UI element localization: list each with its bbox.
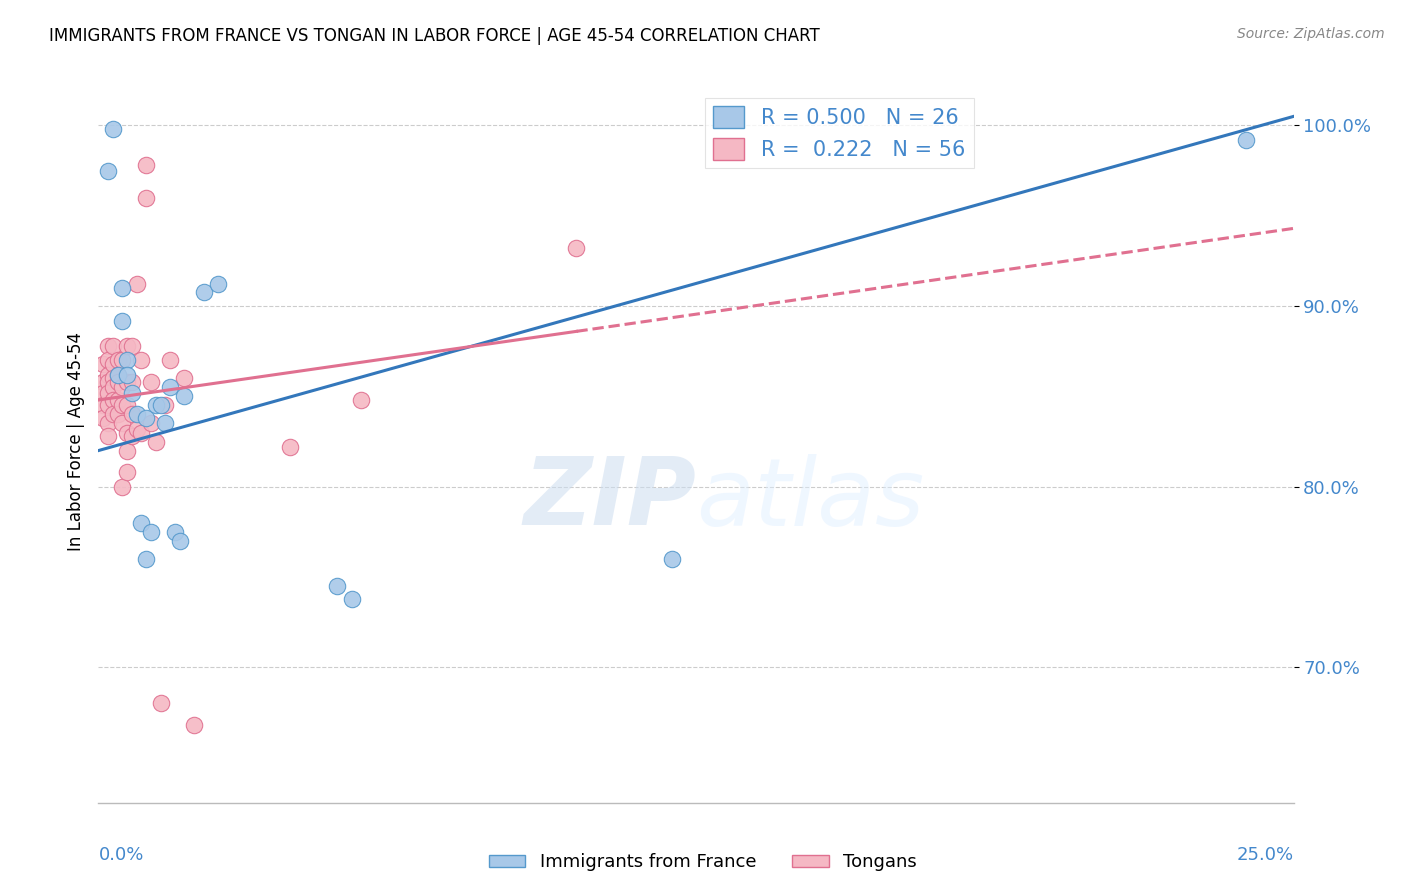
Point bbox=[135, 158, 157, 172]
Legend: R = 0.500   N = 26, R =  0.222   N = 56: R = 0.500 N = 26, R = 0.222 N = 56 bbox=[704, 98, 974, 169]
Point bbox=[97, 429, 120, 443]
Point bbox=[139, 375, 162, 389]
Point bbox=[97, 368, 120, 382]
Point bbox=[125, 277, 148, 292]
Point bbox=[115, 353, 138, 368]
Point bbox=[111, 281, 134, 295]
Point bbox=[115, 425, 138, 440]
Text: Source: ZipAtlas.com: Source: ZipAtlas.com bbox=[1237, 27, 1385, 41]
Point bbox=[278, 440, 301, 454]
Point bbox=[131, 425, 153, 440]
Point bbox=[91, 385, 114, 400]
Point bbox=[97, 375, 120, 389]
Point bbox=[101, 380, 124, 394]
Point bbox=[145, 434, 167, 449]
Y-axis label: In Labor Force | Age 45-54: In Labor Force | Age 45-54 bbox=[66, 332, 84, 551]
Point bbox=[101, 339, 124, 353]
Point bbox=[91, 357, 114, 371]
Point bbox=[155, 398, 177, 412]
Point bbox=[139, 524, 162, 539]
Point bbox=[135, 191, 157, 205]
Point bbox=[91, 411, 114, 425]
Point bbox=[107, 375, 129, 389]
Point bbox=[101, 122, 124, 136]
Point bbox=[135, 411, 157, 425]
Point bbox=[107, 368, 129, 382]
Point bbox=[115, 443, 138, 458]
Point bbox=[350, 392, 373, 407]
Point bbox=[107, 408, 129, 422]
Point bbox=[131, 516, 153, 530]
Point bbox=[131, 353, 153, 368]
Point bbox=[159, 353, 181, 368]
Point bbox=[97, 417, 120, 431]
Point bbox=[111, 313, 134, 327]
Point bbox=[101, 357, 124, 371]
Point bbox=[97, 385, 120, 400]
Point bbox=[139, 417, 162, 431]
Point bbox=[135, 552, 157, 566]
Point bbox=[340, 591, 363, 606]
Point bbox=[111, 417, 134, 431]
Point bbox=[145, 398, 167, 412]
Text: IMMIGRANTS FROM FRANCE VS TONGAN IN LABOR FORCE | AGE 45-54 CORRELATION CHART: IMMIGRANTS FROM FRANCE VS TONGAN IN LABO… bbox=[49, 27, 820, 45]
Point bbox=[111, 353, 134, 368]
Point bbox=[111, 398, 134, 412]
Point bbox=[1234, 133, 1257, 147]
Point bbox=[91, 375, 114, 389]
Point bbox=[121, 339, 143, 353]
Point bbox=[97, 398, 120, 412]
Point bbox=[111, 480, 134, 494]
Point bbox=[159, 380, 181, 394]
Point bbox=[149, 398, 172, 412]
Point bbox=[115, 465, 138, 479]
Point bbox=[107, 353, 129, 368]
Point bbox=[101, 408, 124, 422]
Point bbox=[101, 371, 124, 385]
Point bbox=[125, 408, 148, 422]
Point bbox=[107, 368, 129, 382]
Point bbox=[193, 285, 215, 299]
Point bbox=[121, 429, 143, 443]
Point bbox=[125, 422, 148, 436]
Point bbox=[661, 552, 683, 566]
Point bbox=[115, 398, 138, 412]
Point bbox=[115, 368, 138, 382]
Text: 0.0%: 0.0% bbox=[98, 847, 143, 864]
Point bbox=[91, 398, 114, 412]
Point bbox=[163, 524, 186, 539]
Point bbox=[121, 375, 143, 389]
Point bbox=[115, 339, 138, 353]
Point bbox=[565, 241, 588, 255]
Point bbox=[169, 533, 191, 548]
Point bbox=[183, 718, 205, 732]
Point bbox=[155, 417, 177, 431]
Point bbox=[115, 375, 138, 389]
Text: atlas: atlas bbox=[696, 454, 924, 545]
Point bbox=[101, 392, 124, 407]
Point bbox=[207, 277, 229, 292]
Point bbox=[121, 408, 143, 422]
Point bbox=[326, 579, 349, 593]
Point bbox=[149, 697, 172, 711]
Point bbox=[97, 353, 120, 368]
Point bbox=[107, 392, 129, 407]
Point bbox=[97, 163, 120, 178]
Point bbox=[111, 380, 134, 394]
Legend: Immigrants from France, Tongans: Immigrants from France, Tongans bbox=[482, 847, 924, 879]
Point bbox=[173, 371, 195, 385]
Point bbox=[121, 385, 143, 400]
Text: 25.0%: 25.0% bbox=[1236, 847, 1294, 864]
Point bbox=[97, 339, 120, 353]
Text: ZIP: ZIP bbox=[523, 453, 696, 545]
Point bbox=[173, 389, 195, 403]
